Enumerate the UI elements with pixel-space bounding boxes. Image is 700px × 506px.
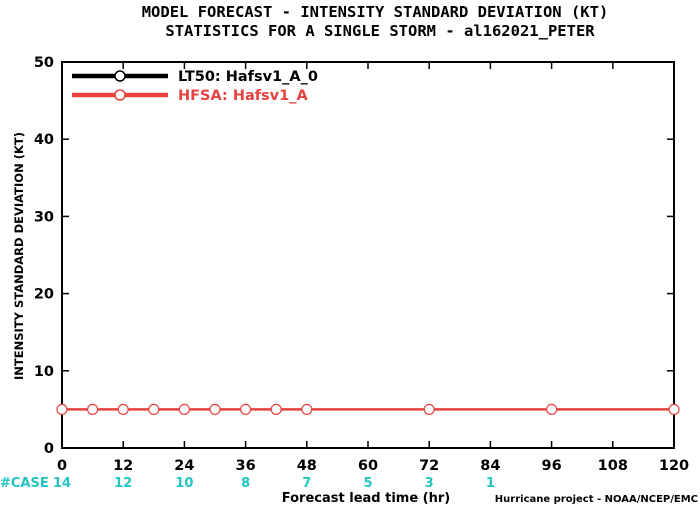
- series-layer: [56, 403, 680, 415]
- y-tick-label: 50: [34, 55, 54, 71]
- x-tick-label: 0: [57, 458, 67, 474]
- x-tick-label: 12: [113, 458, 133, 474]
- y-tick-label: 0: [44, 441, 54, 457]
- data-point: [86, 403, 99, 415]
- y-axis-label: INTENSITY STANDARD DEVIATION (KT): [12, 132, 26, 380]
- x-tick-label: 60: [358, 458, 378, 474]
- x-tick-label: 108: [598, 458, 628, 474]
- data-point: [178, 403, 190, 415]
- y-tick-label: 20: [34, 287, 54, 303]
- y-tick-label: 40: [34, 132, 54, 148]
- y-tick-label: 10: [34, 364, 54, 380]
- data-point: [423, 403, 435, 415]
- data-point: [545, 403, 558, 415]
- credit-text: Hurricane project - NOAA/NCEP/EMC: [495, 494, 698, 505]
- x-tick-label: 36: [236, 458, 256, 474]
- case-counts: #CASE 14 12 10 8 7 5 3 1: [0, 476, 495, 491]
- legend-label: LT50: Hafsv1_A_0: [178, 69, 318, 85]
- case-count: 12: [114, 476, 132, 491]
- x-axis-label: Forecast lead time (hr): [282, 491, 450, 506]
- data-point: [301, 403, 313, 415]
- legend: LT50: Hafsv1_A_0 HFSA: Hafsv1_A: [72, 69, 318, 104]
- x-tick-label: 84: [480, 458, 500, 474]
- x-tick-label: 72: [419, 458, 439, 474]
- case-count: 14: [53, 476, 71, 491]
- data-point: [56, 403, 68, 415]
- data-point: [117, 403, 129, 415]
- plot-frame: [61, 61, 675, 449]
- data-point: [270, 403, 282, 415]
- x-tick-label: 24: [174, 458, 194, 474]
- case-count: 8: [241, 476, 250, 491]
- case-count: 5: [363, 476, 372, 491]
- case-count: 1: [486, 476, 495, 491]
- chart-title: MODEL FORECAST - INTENSITY STANDARD DEVI…: [142, 3, 609, 21]
- axis-ticks: 0 12 24 36 48 60 72 84 96 108 120 0 10 20 30 40 50: [34, 55, 689, 474]
- case-count: 10: [175, 476, 193, 491]
- data-point: [148, 403, 160, 415]
- case-count: 7: [302, 476, 311, 491]
- data-point: [240, 403, 252, 415]
- data-point: [209, 403, 221, 415]
- case-count: 3: [425, 476, 434, 491]
- legend-marker: [114, 89, 126, 101]
- case-label: #CASE: [0, 476, 49, 491]
- chart-subtitle: STATISTICS FOR A SINGLE STORM - al162021…: [165, 22, 595, 40]
- x-tick-label: 120: [659, 458, 689, 474]
- legend-label: HFSA: Hafsv1_A: [178, 88, 308, 104]
- data-point: [668, 403, 680, 415]
- y-tick-label: 30: [34, 209, 54, 225]
- legend-marker: [114, 70, 126, 82]
- x-tick-label: 96: [542, 458, 562, 474]
- x-tick-label: 48: [297, 458, 317, 474]
